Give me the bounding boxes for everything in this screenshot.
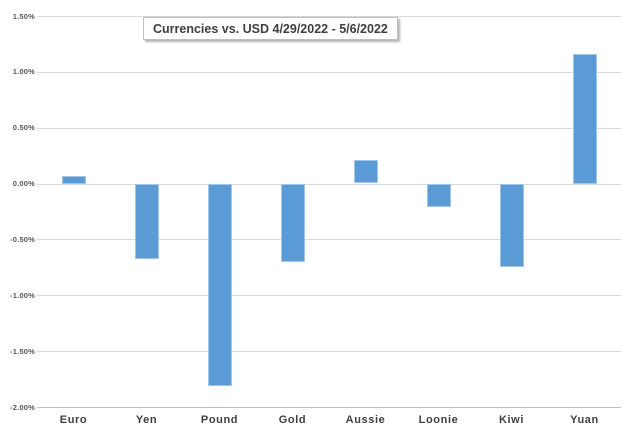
bar-pound	[208, 184, 232, 386]
x-label-euro: Euro	[59, 414, 88, 426]
x-label-pound: Pound	[200, 414, 239, 426]
bar-yuan	[573, 54, 597, 184]
gridline	[37, 295, 621, 296]
chart-title-box: Currencies vs. USD 4/29/2022 - 5/6/2022	[143, 17, 398, 40]
x-label-gold: Gold	[278, 414, 307, 426]
bar-aussie	[354, 160, 378, 183]
gridline	[37, 16, 621, 17]
x-label-kiwi: Kiwi	[498, 414, 524, 426]
bar-kiwi	[500, 184, 524, 267]
bar-gold	[281, 184, 305, 262]
chart-title-text: Currencies vs. USD 4/29/2022 - 5/6/2022	[153, 22, 388, 36]
y-tick-label: 0.50%	[12, 123, 35, 132]
gridline	[37, 72, 621, 73]
x-label-yen: Yen	[135, 414, 158, 426]
zero-gridline	[37, 184, 621, 185]
gridline	[37, 128, 621, 129]
x-label-aussie: Aussie	[345, 414, 386, 426]
y-tick-label: 1.00%	[12, 67, 35, 76]
y-tick-label: -2.00%	[10, 403, 35, 412]
y-tick-label: -1.00%	[10, 291, 35, 300]
y-tick-label: -0.50%	[10, 235, 35, 244]
y-tick-label: 0.00%	[12, 179, 35, 188]
y-tick-label: -1.50%	[10, 347, 35, 356]
bar-euro	[62, 176, 86, 184]
gridline	[37, 407, 621, 408]
x-label-yuan: Yuan	[570, 414, 599, 426]
gridline	[37, 351, 621, 352]
y-tick-label: 1.50%	[12, 12, 35, 21]
bar-loonie	[427, 184, 451, 207]
x-label-loonie: Loonie	[418, 414, 459, 426]
gridline	[37, 239, 621, 240]
bar-yen	[135, 184, 159, 259]
